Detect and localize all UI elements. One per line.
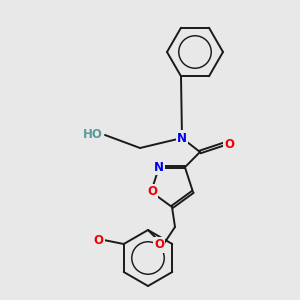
Text: O: O bbox=[94, 233, 104, 247]
Text: N: N bbox=[177, 131, 187, 145]
Text: O: O bbox=[224, 137, 234, 151]
Text: O: O bbox=[147, 185, 157, 198]
Text: O: O bbox=[154, 238, 164, 251]
Text: N: N bbox=[154, 161, 164, 174]
Text: HO: HO bbox=[83, 128, 103, 140]
